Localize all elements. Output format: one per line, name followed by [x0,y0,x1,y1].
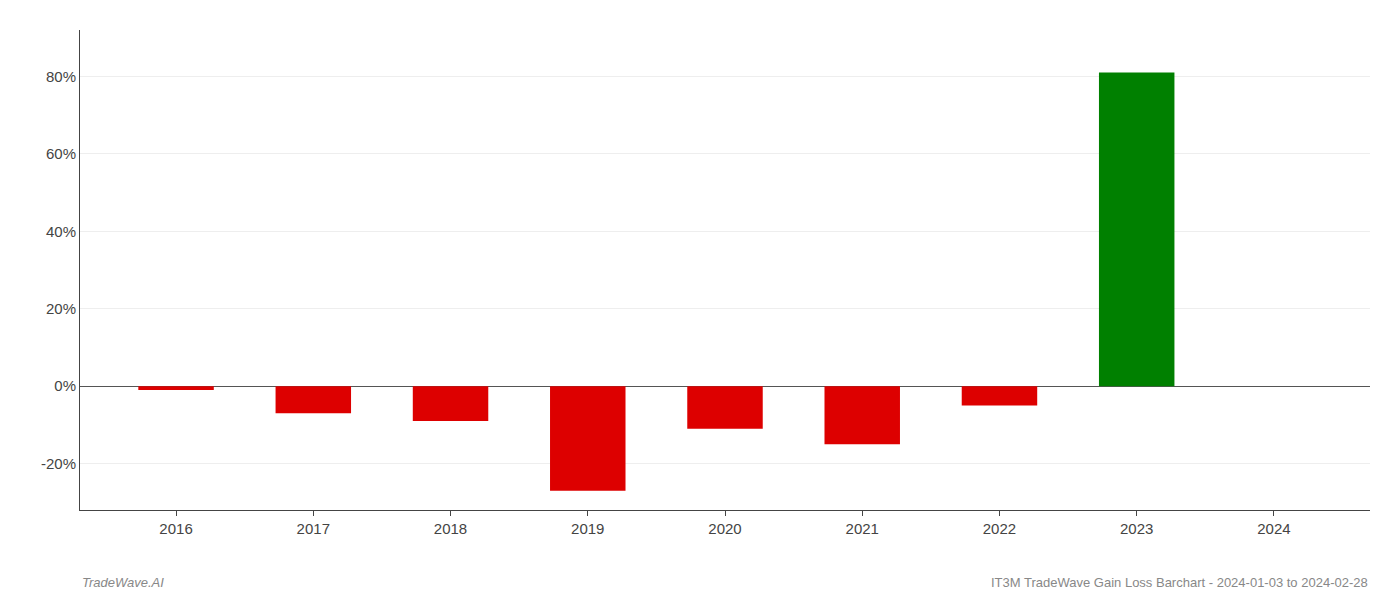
svg-text:2021: 2021 [846,520,879,537]
svg-text:40%: 40% [46,223,76,240]
svg-text:TradeWave.AI: TradeWave.AI [82,575,164,590]
svg-text:20%: 20% [46,300,76,317]
svg-text:2016: 2016 [159,520,192,537]
svg-text:2018: 2018 [434,520,467,537]
svg-text:2023: 2023 [1120,520,1153,537]
svg-text:80%: 80% [46,68,76,85]
svg-text:2020: 2020 [708,520,741,537]
svg-text:60%: 60% [46,145,76,162]
svg-text:2024: 2024 [1257,520,1290,537]
svg-text:-20%: -20% [41,455,76,472]
svg-text:2022: 2022 [983,520,1016,537]
svg-text:2019: 2019 [571,520,604,537]
svg-text:IT3M TradeWave Gain Loss Barch: IT3M TradeWave Gain Loss Barchart - 2024… [991,575,1368,590]
svg-text:2017: 2017 [297,520,330,537]
svg-text:0%: 0% [54,377,76,394]
